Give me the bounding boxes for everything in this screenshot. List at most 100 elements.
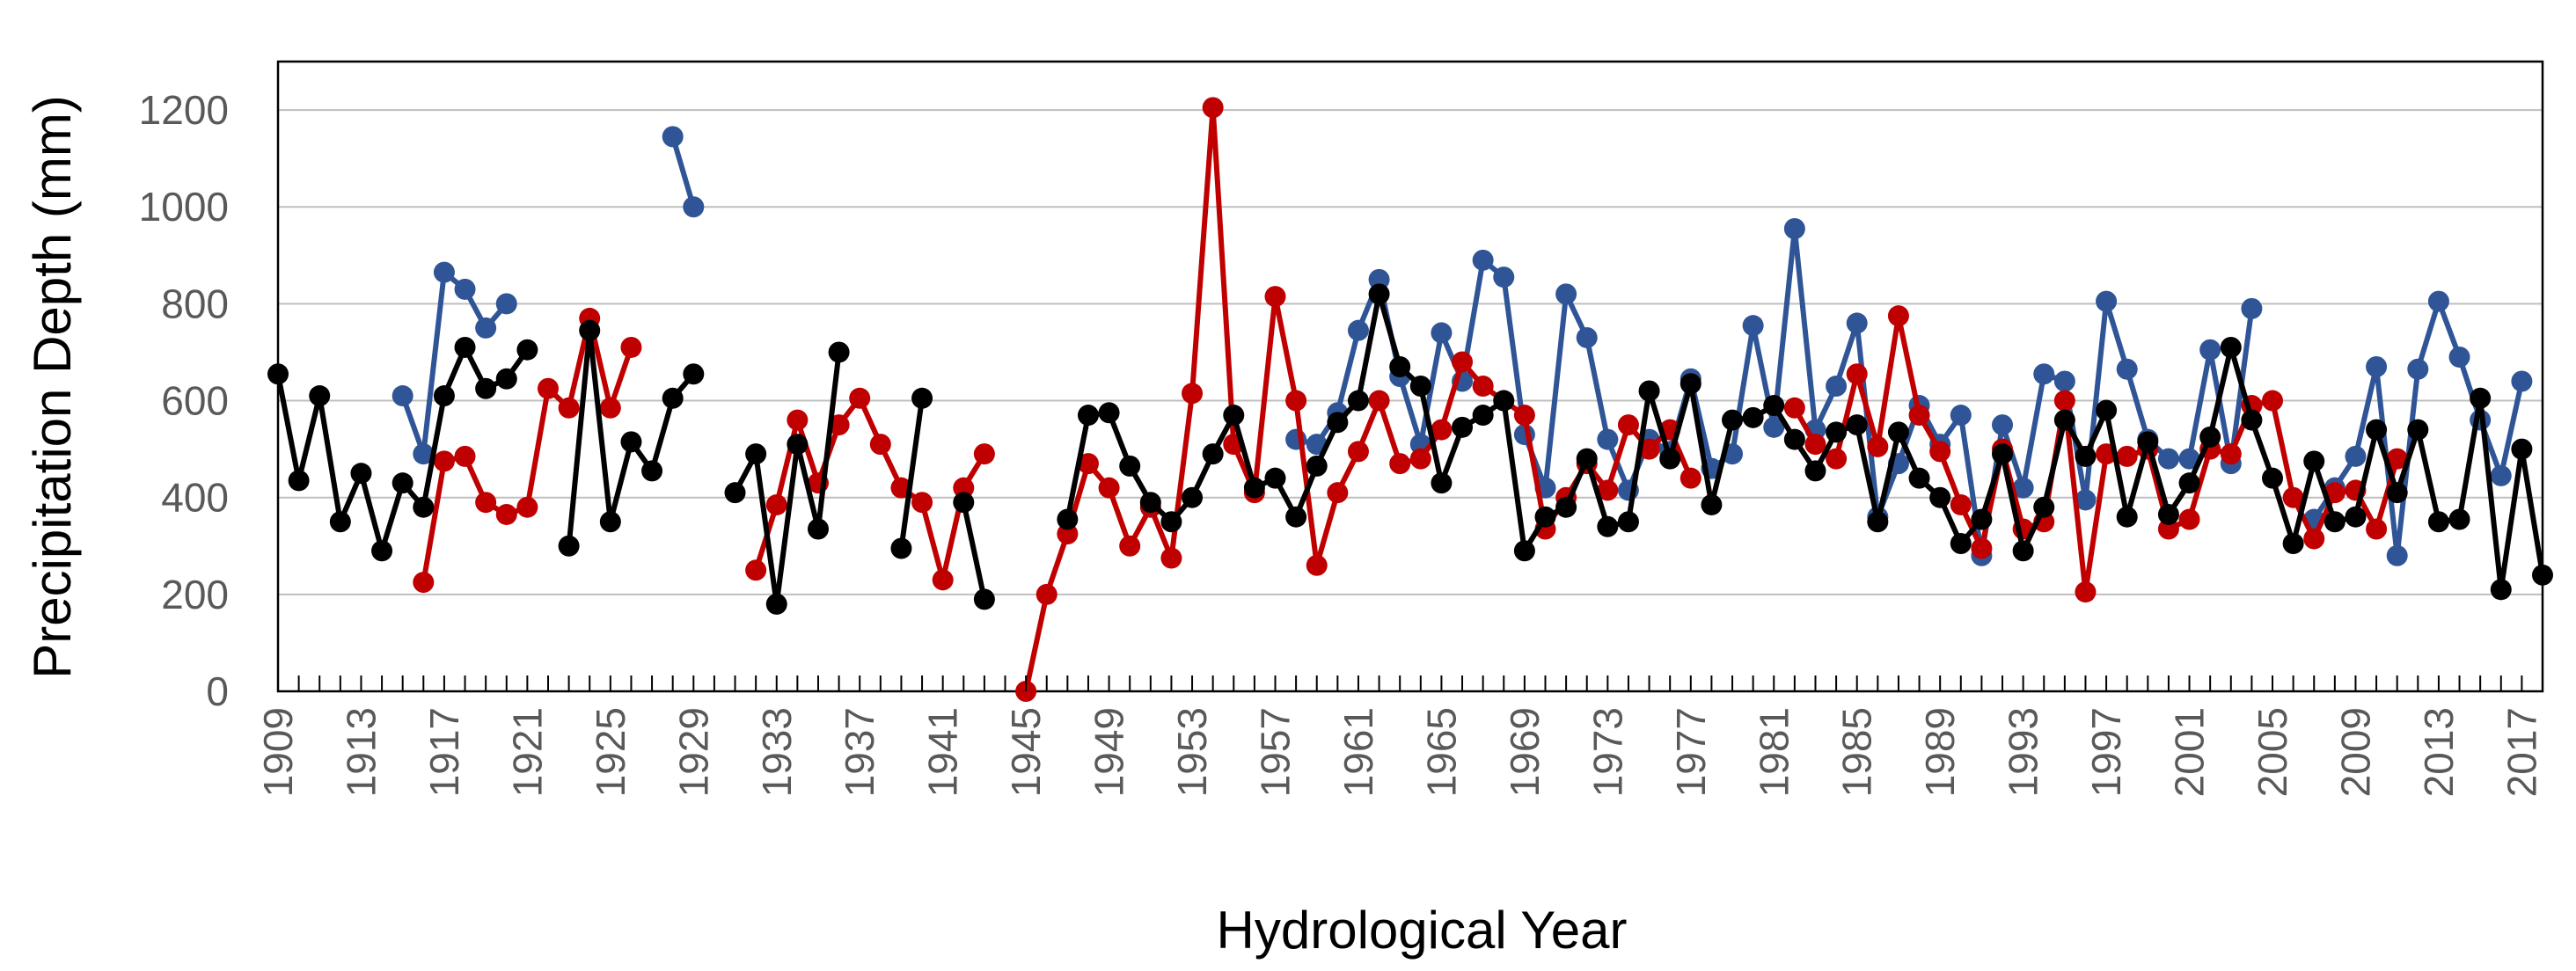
data-point	[516, 496, 538, 518]
data-point	[413, 443, 435, 465]
data-point	[1452, 416, 1474, 438]
x-tick-label: 2005	[2250, 707, 2295, 797]
data-point	[1597, 479, 1619, 501]
data-point	[2324, 511, 2345, 533]
data-point	[787, 434, 809, 456]
data-point	[454, 445, 476, 467]
data-point	[2220, 336, 2242, 358]
data-point	[1763, 395, 1785, 417]
series-line	[275, 344, 530, 554]
data-point	[1431, 322, 1453, 344]
data-point	[1555, 496, 1577, 518]
data-point	[495, 368, 517, 390]
data-point	[1513, 405, 1535, 427]
x-tick-label: 1997	[2083, 707, 2129, 797]
data-point	[1347, 441, 1369, 463]
data-point	[2490, 579, 2512, 601]
data-point	[1680, 373, 1701, 395]
data-point	[2427, 290, 2449, 312]
data-point	[1783, 397, 1805, 419]
data-point	[495, 293, 517, 315]
x-tick-label: 2017	[2499, 707, 2544, 797]
data-point	[329, 511, 351, 533]
data-point	[1057, 508, 1079, 530]
data-point	[1971, 537, 1993, 559]
x-tick-label: 1949	[1087, 707, 1132, 797]
data-point	[413, 496, 435, 518]
data-point	[1763, 416, 1785, 438]
data-point	[516, 339, 538, 361]
data-point	[1452, 351, 1474, 373]
data-point	[2490, 464, 2512, 486]
y-tick-label: 1200	[139, 87, 229, 133]
data-point	[2075, 581, 2097, 603]
data-point	[1285, 390, 1307, 412]
data-point	[1182, 383, 1204, 405]
data-point	[1493, 266, 1515, 288]
data-point	[2386, 448, 2408, 470]
data-point	[1826, 376, 1848, 398]
data-point	[745, 443, 767, 465]
data-point	[1950, 493, 1972, 515]
data-point	[828, 341, 850, 363]
data-point	[1929, 441, 1951, 463]
data-point	[1722, 409, 1744, 431]
data-point	[1347, 319, 1369, 341]
data-point	[890, 537, 912, 559]
data-point	[1077, 405, 1099, 427]
x-tick-label: 1981	[1751, 707, 1797, 797]
data-point	[2075, 489, 2097, 511]
data-point	[2386, 544, 2408, 566]
data-point	[2199, 339, 2221, 361]
data-point	[1908, 467, 1930, 489]
data-point	[1680, 467, 1701, 489]
data-point	[475, 317, 497, 339]
data-point	[953, 492, 975, 514]
data-point	[495, 503, 517, 525]
x-tick-label: 1917	[421, 707, 467, 797]
data-point	[662, 126, 684, 148]
data-point	[1742, 406, 1764, 428]
data-point	[579, 319, 601, 341]
data-point	[558, 397, 580, 419]
data-point	[1327, 412, 1349, 434]
data-point	[2386, 482, 2408, 504]
data-point	[1783, 428, 1805, 450]
data-point	[869, 434, 891, 456]
data-point	[2303, 528, 2325, 550]
y-tick-label: 400	[161, 475, 229, 521]
data-point	[2033, 363, 2055, 385]
data-point	[1887, 305, 1909, 327]
data-point	[1409, 448, 1431, 470]
data-point	[1077, 453, 1099, 475]
data-point	[392, 472, 413, 494]
data-point	[2262, 467, 2284, 489]
data-point	[1971, 508, 1993, 530]
data-point	[1160, 511, 1182, 533]
x-tick-label: 2013	[2416, 707, 2462, 797]
data-point	[2053, 390, 2075, 412]
data-point	[1908, 405, 1930, 427]
data-point	[1098, 402, 1120, 424]
data-point	[2075, 445, 2097, 467]
data-point	[911, 387, 933, 409]
data-point	[953, 477, 975, 499]
data-point	[433, 385, 455, 407]
data-point	[2096, 399, 2118, 421]
data-point	[683, 196, 705, 218]
data-point	[620, 336, 642, 358]
data-point	[1431, 472, 1453, 494]
data-point	[1327, 482, 1349, 504]
data-point	[558, 535, 580, 557]
x-tick-label: 1945	[1003, 707, 1049, 797]
data-point	[1887, 421, 1909, 443]
data-point	[1597, 428, 1619, 450]
series-line	[399, 269, 509, 457]
data-point	[2345, 445, 2367, 467]
data-point	[433, 450, 455, 472]
data-point	[1347, 390, 1369, 412]
axes: 0 200 400 600 800 1000 1200 1909 1913 1917 1921 192…	[139, 87, 2545, 797]
x-tick-label: 1993	[2001, 707, 2046, 797]
data-point	[1285, 506, 1307, 528]
data-point	[849, 387, 871, 409]
